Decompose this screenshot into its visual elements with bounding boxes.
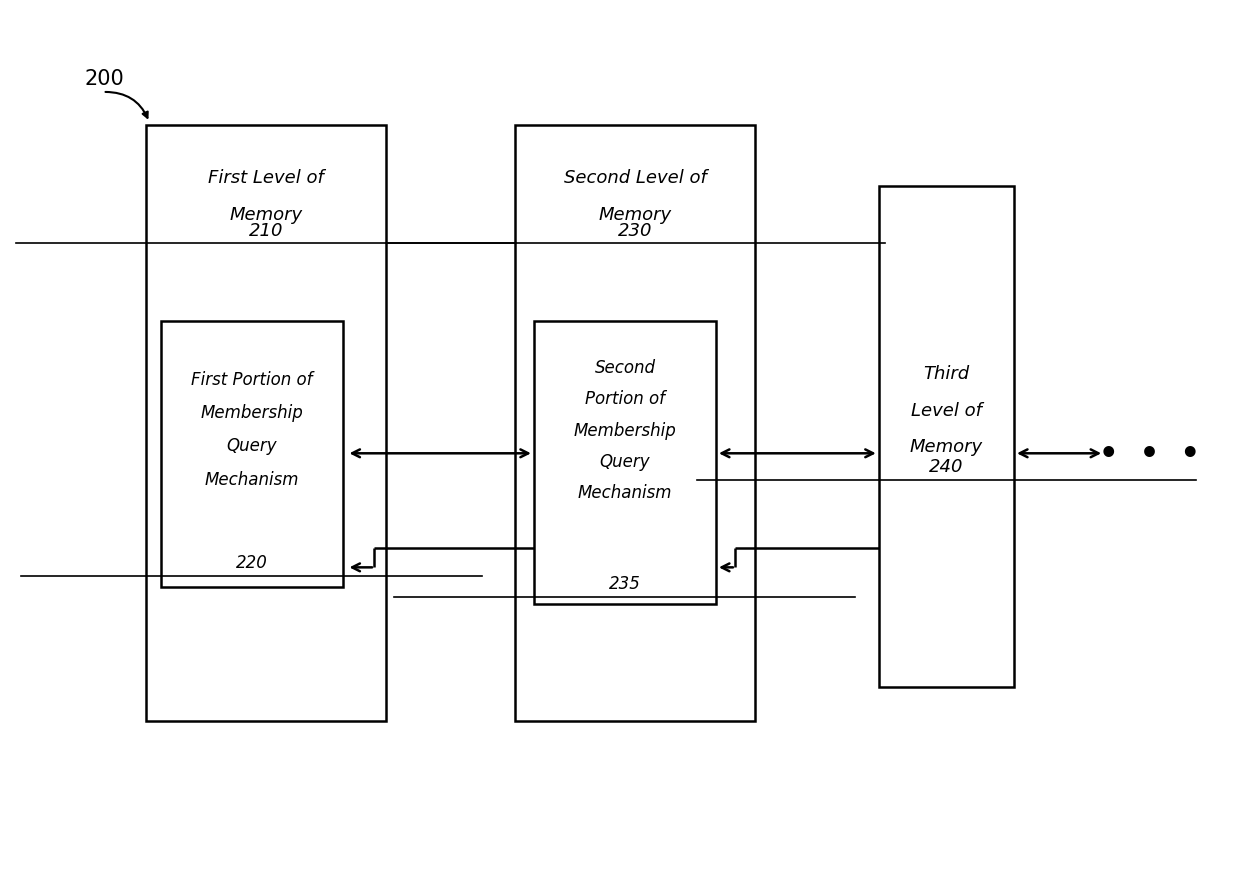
Text: Query: Query <box>227 437 277 455</box>
Text: •  •  •: • • • <box>1099 439 1200 468</box>
Text: Membership: Membership <box>201 404 303 422</box>
Text: 230: 230 <box>619 221 652 240</box>
Text: Memory: Memory <box>229 205 303 224</box>
Text: Query: Query <box>600 453 650 471</box>
Text: Level of: Level of <box>911 401 982 420</box>
Bar <box>533 321 715 604</box>
Text: 210: 210 <box>249 221 283 240</box>
Text: 240: 240 <box>929 457 963 476</box>
Text: Mechanism: Mechanism <box>578 484 672 502</box>
Text: First Portion of: First Portion of <box>191 371 312 389</box>
Bar <box>146 126 386 722</box>
Text: 235: 235 <box>609 574 641 593</box>
Text: 220: 220 <box>236 553 268 572</box>
Bar <box>879 187 1014 687</box>
Text: Second: Second <box>594 359 656 377</box>
Text: Third: Third <box>924 364 970 383</box>
Text: Second Level of: Second Level of <box>564 169 707 187</box>
Text: 200: 200 <box>84 69 124 90</box>
Bar <box>516 126 755 722</box>
Bar <box>161 321 343 587</box>
Text: Membership: Membership <box>574 421 676 439</box>
Text: Mechanism: Mechanism <box>205 470 299 488</box>
Text: Memory: Memory <box>599 205 672 224</box>
Text: Memory: Memory <box>910 438 983 456</box>
Text: First Level of: First Level of <box>208 169 324 187</box>
Text: Portion of: Portion of <box>585 390 665 408</box>
FancyArrowPatch shape <box>105 93 148 119</box>
